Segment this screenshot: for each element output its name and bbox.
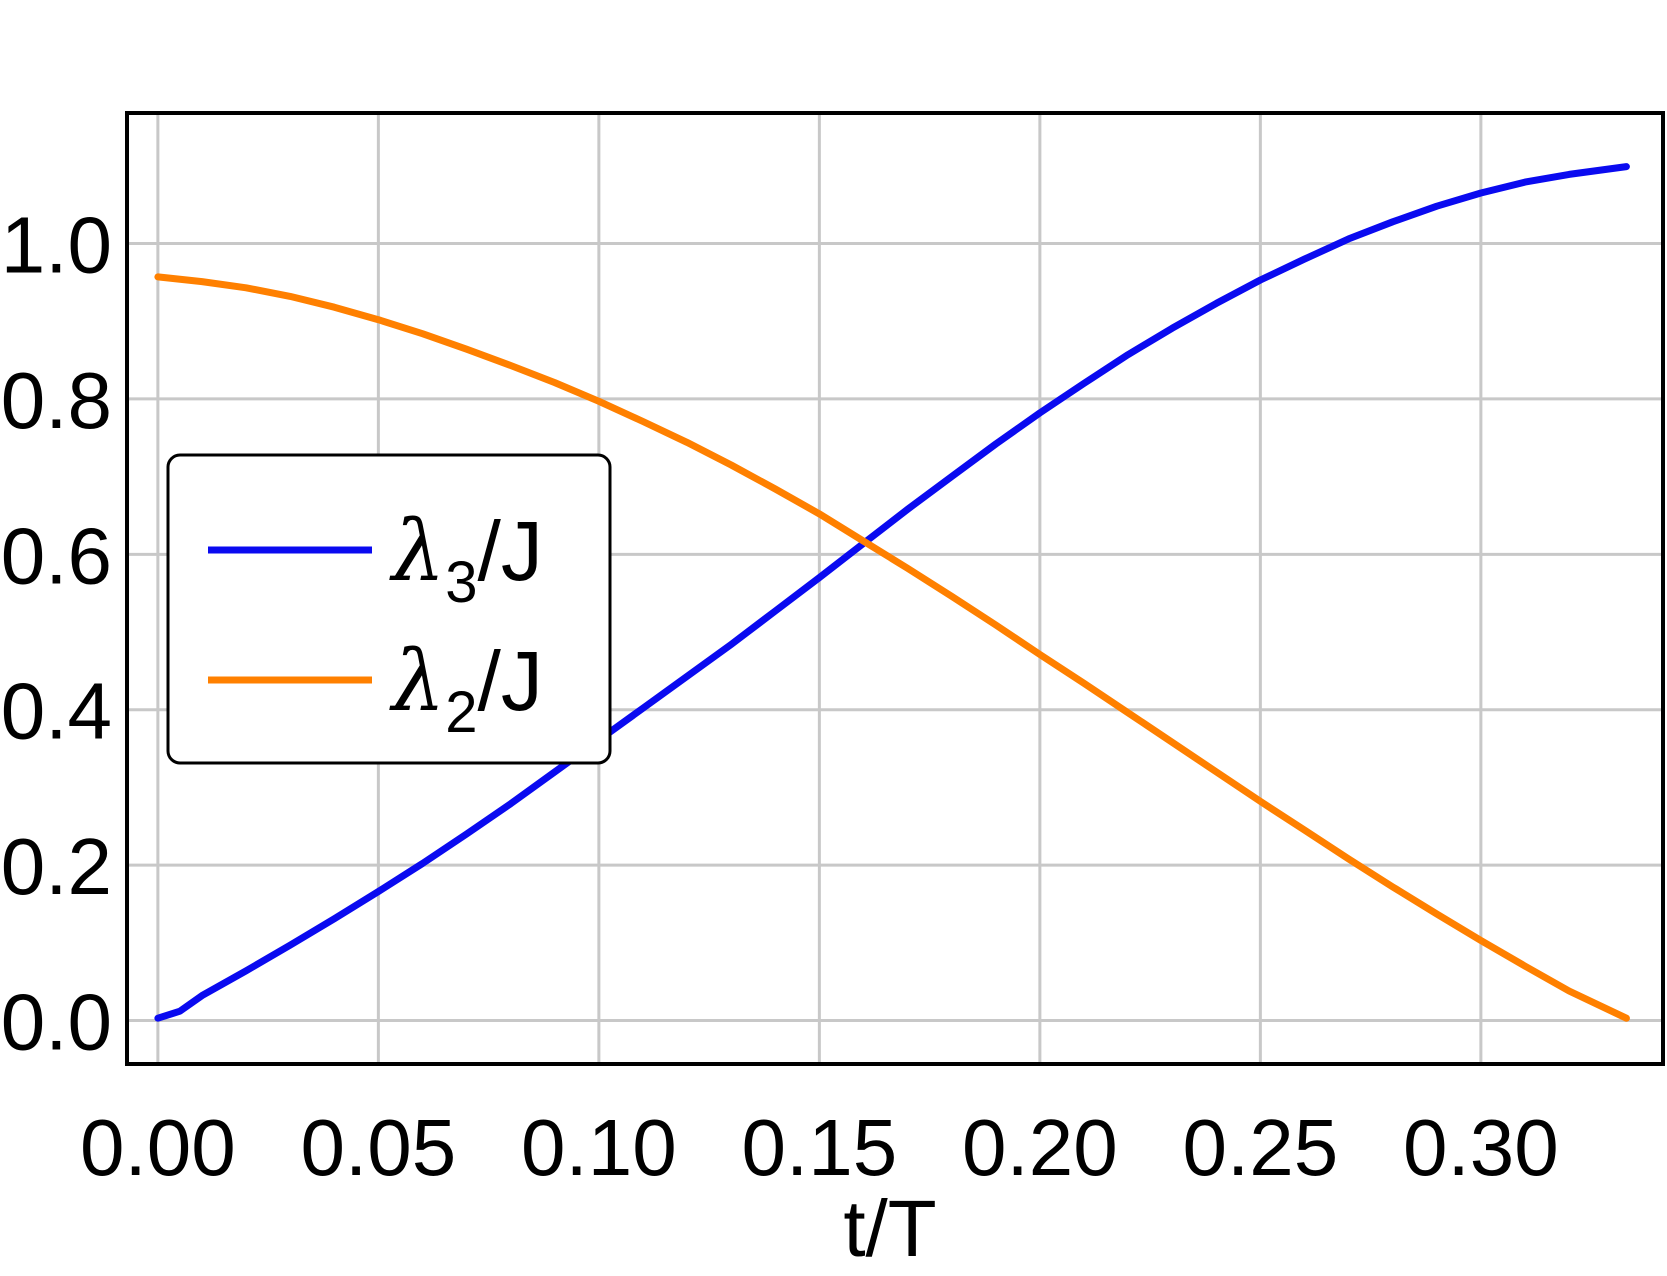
legend: λ3/J λ2/J — [166, 453, 612, 765]
legend-box — [166, 453, 612, 765]
x-tick-label: 0.30 — [1403, 1103, 1559, 1192]
y-tick-labels: 0.0 0.2 0.4 0.6 0.8 1.0 — [1, 201, 112, 1067]
x-tick-label: 0.20 — [962, 1103, 1118, 1192]
plot-frame — [125, 111, 1665, 1066]
y-tick-label: 0.2 — [1, 822, 112, 911]
x-axis-title: t/T — [843, 1184, 936, 1273]
y-tick-label: 0.8 — [1, 356, 112, 445]
y-tick-label: 1.0 — [1, 201, 112, 290]
x-tick-label: 0.05 — [301, 1103, 457, 1192]
x-tick-label: 0.25 — [1183, 1103, 1339, 1192]
x-tick-label: 0.10 — [521, 1103, 677, 1192]
legend-label: λ2/J — [389, 632, 543, 745]
x-tick-label: 0.15 — [742, 1103, 898, 1192]
x-tick-label: 0.00 — [80, 1103, 236, 1192]
series-lines — [154, 163, 1630, 1022]
y-tick-label: 0.4 — [1, 667, 112, 756]
series-line-2 — [154, 273, 1630, 1022]
y-tick-label: 0.0 — [1, 977, 112, 1066]
y-tick-label: 0.6 — [1, 511, 112, 600]
legend-label: λ3/J — [389, 502, 543, 615]
x-tick-labels: 0.00 0.05 0.10 0.15 0.20 0.25 0.30 — [80, 1103, 1559, 1192]
